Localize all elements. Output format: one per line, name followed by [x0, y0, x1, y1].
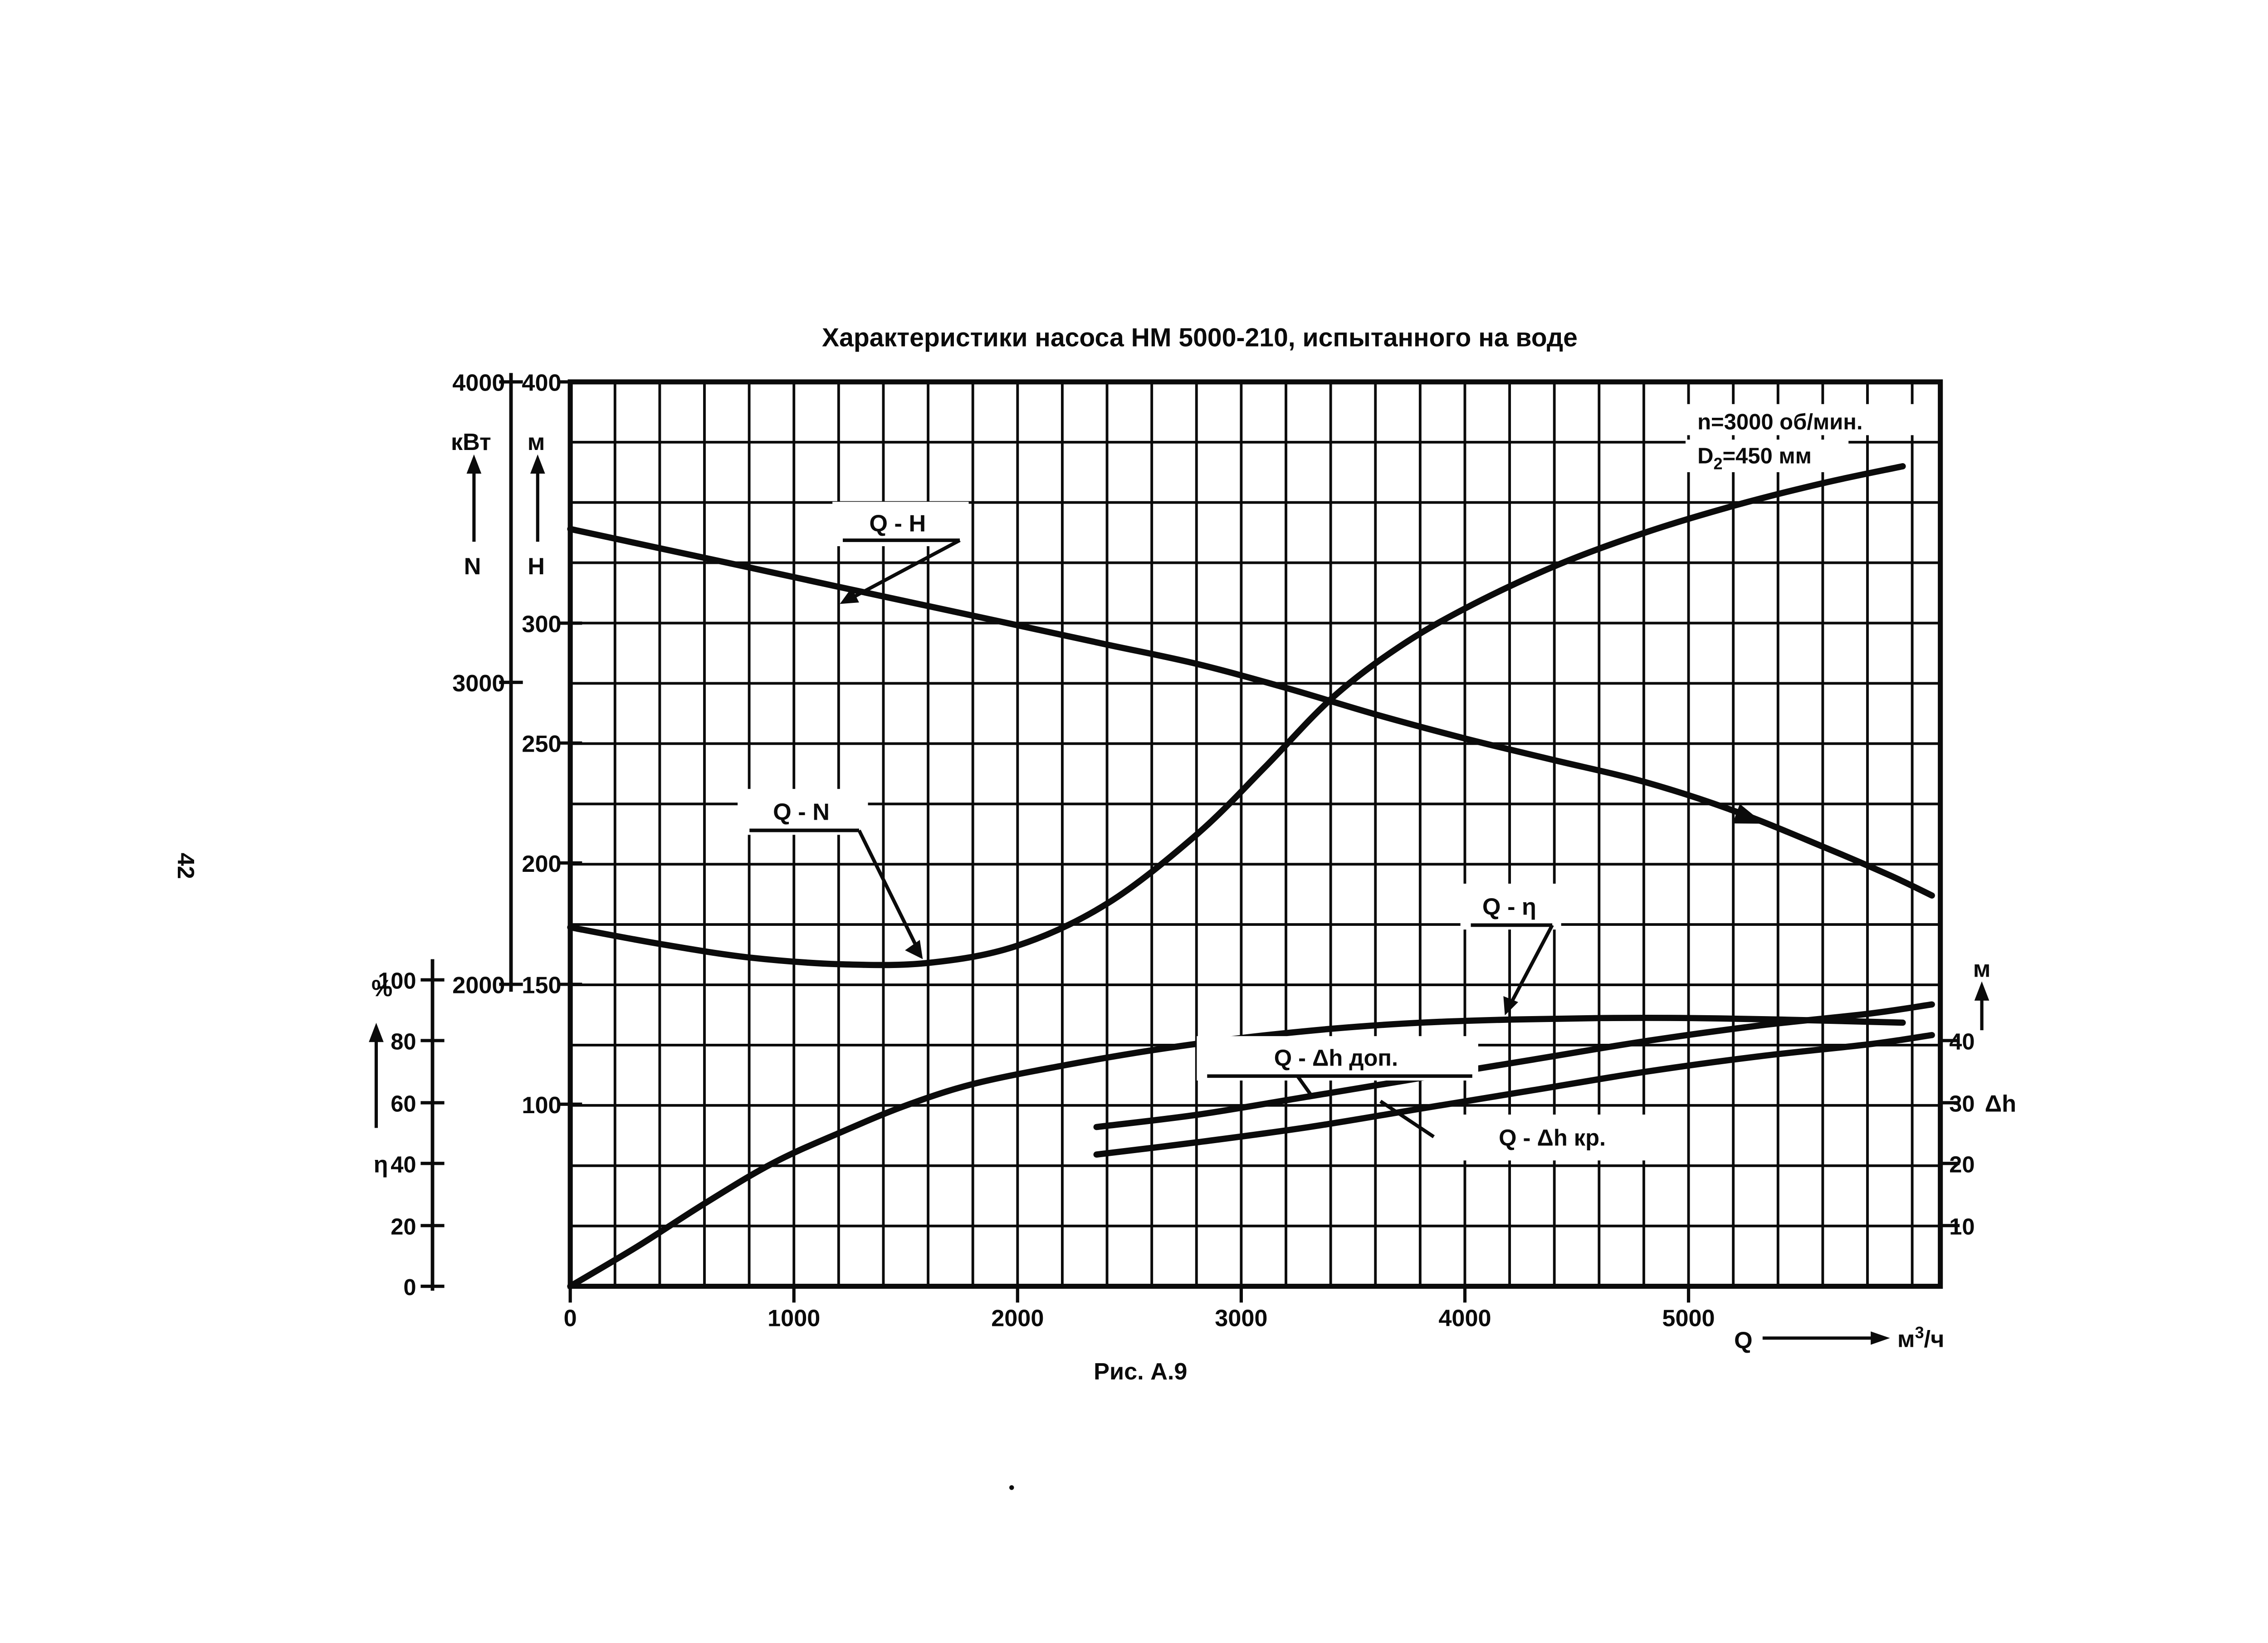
impeller-d: D	[1697, 444, 1713, 468]
impeller-annotation: D2=450 мм	[1697, 444, 1812, 473]
curve-label-qdh-kr-text: Q - Δh кр.	[1499, 1125, 1606, 1151]
efficiency-symbol-label: η	[374, 1151, 388, 1178]
flow-axis-ticks	[568, 1286, 1691, 1303]
curve-label-qeta: Q - η	[1471, 894, 1554, 1016]
efficiency-up-arrow-head-icon	[369, 1022, 384, 1042]
figure-caption: Рис. А.9	[1094, 1359, 1187, 1385]
flow-tick-label: 1000	[767, 1306, 820, 1332]
flow-tick-label: 5000	[1662, 1306, 1715, 1332]
speed-annotation: n=3000 об/мин.	[1697, 410, 1862, 434]
curve-q-h-кр	[1093, 1032, 1935, 1158]
curve-label-qh-text: Q - H	[869, 510, 926, 537]
flow-tick-label: 4000	[1438, 1306, 1491, 1332]
leader-line	[1509, 924, 1554, 1005]
power-symbol-label: N	[464, 553, 481, 580]
flow-unit-base: м	[1897, 1326, 1915, 1352]
curve-label-qeta-text: Q - η	[1482, 894, 1536, 920]
power-up-arrow-head-icon	[466, 454, 482, 474]
curve-label-qn: Q - N	[749, 799, 923, 959]
flow-tick-label: 2000	[991, 1306, 1044, 1332]
power-tick-label: 4000	[452, 370, 505, 396]
head-symbol-label: H	[528, 553, 545, 580]
head-axis: 400 300 250 200 150 100 м H	[522, 370, 582, 1119]
cavitation-symbol-label: Δh	[1985, 1091, 2016, 1117]
flow-axis: 0 1000 2000 3000 4000 5000 Q м3/ч	[564, 1286, 1944, 1354]
efficiency-tick-label: 0	[403, 1274, 416, 1300]
test-conditions: n=3000 об/мин. D2=450 мм	[1697, 410, 1862, 473]
impeller-sub: 2	[1713, 455, 1722, 473]
head-tick-label: 300	[522, 611, 561, 637]
curve-q-h	[567, 526, 1935, 899]
label-bg-qn	[738, 789, 868, 835]
curve-label-qdh-kr: Q - Δh кр.	[1379, 1100, 1606, 1151]
cavitation-tick-label: 40	[1949, 1029, 1975, 1055]
curve-label-qn-text: Q - N	[773, 799, 830, 826]
label-bg-qdh-dop	[1197, 1036, 1478, 1081]
head-tick-label: 100	[522, 1092, 561, 1119]
label-bg-conditions2	[1685, 440, 1849, 472]
efficiency-axis: 100 80 60 40 20 0 % η	[369, 959, 445, 1300]
flow-unit-sup: 3	[1915, 1324, 1924, 1342]
impeller-value: =450 мм	[1722, 444, 1811, 468]
label-bg-qdh-kr	[1426, 1115, 1684, 1161]
efficiency-unit-label: %	[371, 975, 392, 1002]
leader-line	[850, 538, 961, 600]
label-backgrounds	[738, 404, 1917, 1161]
power-unit-label: кВт	[451, 429, 491, 455]
head-up-arrow-head-icon	[530, 454, 545, 474]
cavitation-tick-label: 10	[1949, 1213, 1975, 1239]
leader-arrow-head-icon	[905, 940, 923, 959]
leader-line	[1296, 1075, 1314, 1098]
cavitation-tick-label: 20	[1949, 1151, 1975, 1177]
head-tick-label: 150	[522, 973, 561, 999]
leader-arrow-head-icon	[840, 587, 859, 604]
flow-tick-label: 0	[564, 1306, 577, 1332]
flow-symbol-label: Q	[1734, 1328, 1753, 1354]
power-tick-label: 2000	[452, 973, 505, 999]
efficiency-tick-label: 100	[378, 968, 416, 994]
efficiency-tick-label: 60	[391, 1091, 416, 1117]
efficiency-tick-label: 40	[391, 1151, 416, 1177]
label-bg-conditions	[1685, 404, 1917, 435]
label-bg-qeta	[1460, 884, 1561, 930]
head-unit-label: м	[528, 429, 545, 455]
curve-arrow-marker	[1732, 804, 1765, 824]
curve-label-qdh-dop-text: Q - Δh доп.	[1274, 1045, 1398, 1071]
leader-line	[857, 829, 919, 949]
leader-arrow-head-icon	[1503, 996, 1519, 1016]
curve-label-qh: Q - H	[840, 510, 961, 604]
power-axis: 4000 3000 2000 кВт N	[451, 370, 523, 999]
power-axis-ticks	[499, 380, 523, 986]
figure-title: Характеристики насоса НМ 5000-210, испыт…	[822, 323, 1578, 352]
head-axis-ticks	[558, 380, 582, 1106]
page-number: 42	[172, 853, 199, 879]
cavitation-unit-label: м	[1973, 956, 1991, 983]
curve-q-η	[567, 1014, 1906, 1290]
efficiency-tick-label: 80	[391, 1029, 416, 1055]
head-tick-label: 250	[522, 731, 561, 758]
plot-border	[567, 379, 1943, 1289]
flow-unit-rest: /ч	[1924, 1326, 1945, 1352]
flow-tick-label: 3000	[1215, 1306, 1267, 1332]
curves	[567, 463, 1935, 1290]
cavitation-axis: 40 30 20 10 м Δh	[1940, 956, 2016, 1239]
efficiency-axis-ticks	[420, 978, 445, 1288]
power-tick-label: 3000	[452, 670, 505, 697]
head-tick-label: 400	[522, 370, 561, 396]
scan-speck	[1009, 1485, 1014, 1490]
curve-q-h-доп	[1093, 1001, 1935, 1130]
cavitation-up-arrow-head-icon	[1974, 981, 1989, 1001]
leader-line	[1379, 1100, 1435, 1139]
cavitation-axis-ticks	[1940, 1039, 1960, 1227]
curve-label-qdh-dop: Q - Δh доп.	[1207, 1045, 1472, 1098]
head-tick-label: 200	[522, 851, 561, 877]
flow-unit-label: м3/ч	[1897, 1324, 1944, 1353]
curve-q-n	[567, 463, 1906, 968]
flow-right-arrow-head-icon	[1871, 1331, 1890, 1345]
cavitation-tick-label: 30	[1949, 1091, 1975, 1117]
efficiency-tick-label: 20	[391, 1213, 416, 1239]
